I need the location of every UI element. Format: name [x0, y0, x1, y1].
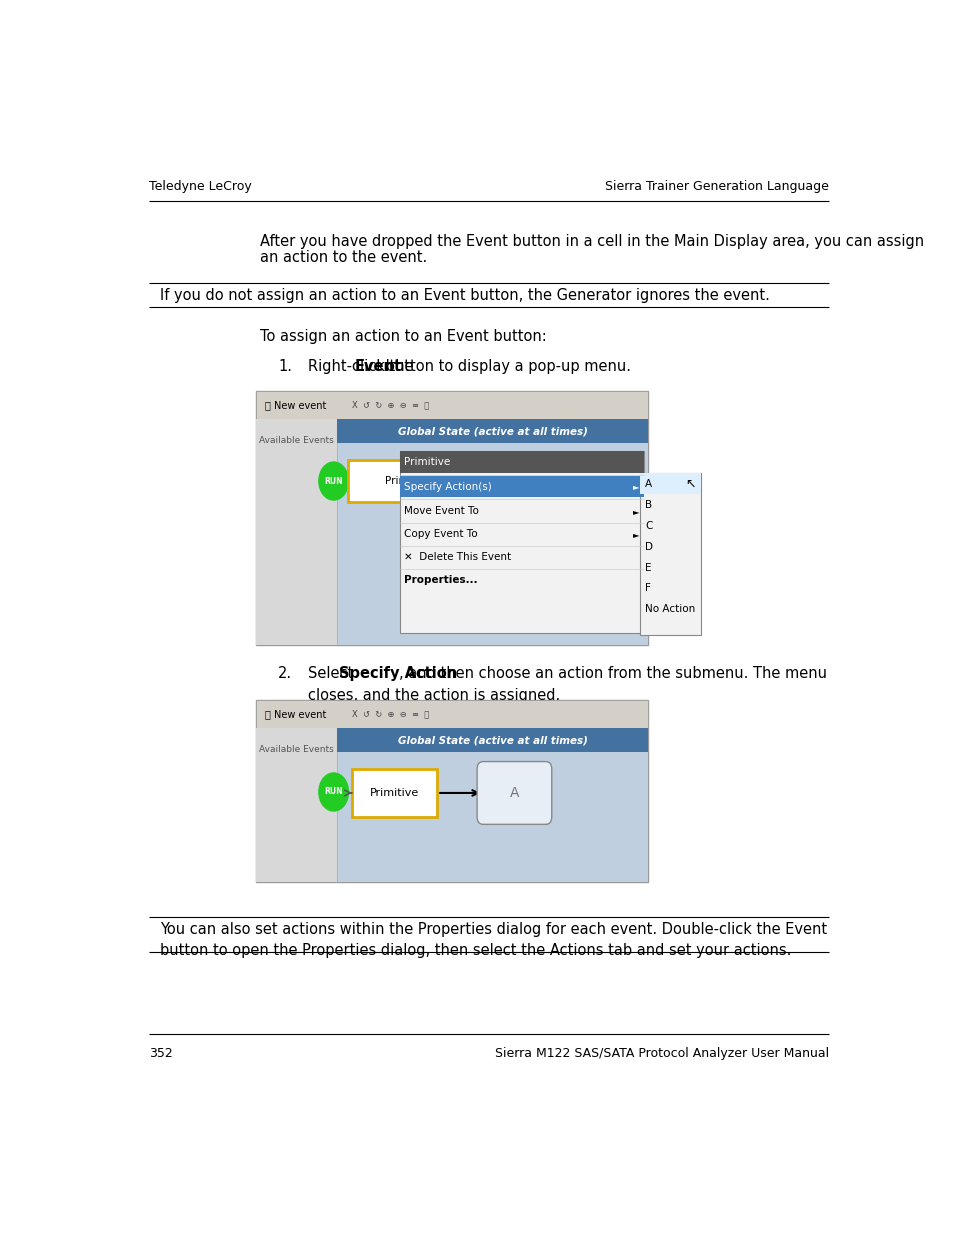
- Text: You can also set actions within the Properties dialog for each event. Double-cli: You can also set actions within the Prop…: [160, 923, 826, 937]
- Text: ►: ►: [633, 482, 639, 492]
- Text: Primitive: Primitive: [370, 788, 418, 798]
- Text: X  ↺  ↻  ⊕  ⊖  ≡  ⧉: X ↺ ↻ ⊕ ⊖ ≡ ⧉: [352, 400, 429, 410]
- Text: Prim...: Prim...: [385, 475, 418, 487]
- Text: Event: Event: [354, 359, 401, 374]
- Text: , and then choose an action from the submenu. The menu: , and then choose an action from the sub…: [399, 667, 826, 682]
- Text: button to open the Properties dialog, then select the Actions tab and set your a: button to open the Properties dialog, th…: [160, 944, 790, 958]
- Text: X  ↺  ↻  ⊕  ⊖  ≡  ⧉: X ↺ ↻ ⊕ ⊖ ≡ ⧉: [352, 710, 429, 719]
- Text: 🌲 New event: 🌲 New event: [265, 400, 326, 410]
- FancyBboxPatch shape: [352, 769, 436, 816]
- Text: If you do not assign an action to an Event button, the Generator ignores the eve: If you do not assign an action to an Eve…: [160, 288, 769, 303]
- FancyBboxPatch shape: [255, 390, 647, 645]
- Text: Sierra Trainer Generation Language: Sierra Trainer Generation Language: [604, 180, 828, 193]
- Text: Properties...: Properties...: [403, 576, 477, 585]
- Text: Available Events: Available Events: [259, 436, 334, 446]
- FancyBboxPatch shape: [337, 729, 647, 752]
- Text: B: B: [644, 500, 651, 510]
- FancyBboxPatch shape: [476, 762, 551, 824]
- Circle shape: [318, 462, 348, 500]
- Text: C: C: [644, 521, 652, 531]
- Text: Select: Select: [308, 667, 357, 682]
- Circle shape: [318, 773, 348, 811]
- Text: an action to the event.: an action to the event.: [259, 249, 427, 266]
- Text: F: F: [644, 583, 650, 594]
- FancyBboxPatch shape: [337, 419, 647, 443]
- Text: 352: 352: [149, 1047, 172, 1060]
- Text: E: E: [644, 563, 651, 573]
- Text: 2.: 2.: [278, 667, 292, 682]
- Text: ►: ►: [633, 530, 639, 538]
- Text: ↖: ↖: [684, 478, 695, 490]
- Text: ✕  Delete This Event: ✕ Delete This Event: [403, 552, 511, 562]
- FancyBboxPatch shape: [348, 461, 422, 501]
- Text: Global State (active at all times): Global State (active at all times): [397, 426, 587, 436]
- Text: Sierra M122 SAS/SATA Protocol Analyzer User Manual: Sierra M122 SAS/SATA Protocol Analyzer U…: [495, 1047, 828, 1060]
- FancyBboxPatch shape: [255, 700, 647, 882]
- Text: Global State (active at all times): Global State (active at all times): [397, 735, 587, 745]
- FancyBboxPatch shape: [639, 473, 700, 494]
- FancyBboxPatch shape: [255, 419, 337, 645]
- FancyBboxPatch shape: [255, 390, 647, 419]
- Text: No Action: No Action: [644, 604, 695, 614]
- Text: Teledyne LeCroy: Teledyne LeCroy: [149, 180, 252, 193]
- Text: RUN: RUN: [324, 477, 343, 485]
- FancyBboxPatch shape: [255, 700, 647, 729]
- Text: Copy Event To: Copy Event To: [403, 530, 477, 540]
- Text: closes, and the action is assigned.: closes, and the action is assigned.: [308, 688, 559, 704]
- Text: Specify Action: Specify Action: [338, 667, 456, 682]
- Text: 1.: 1.: [278, 359, 292, 374]
- Text: Move Event To: Move Event To: [403, 506, 478, 516]
- Text: To assign an action to an Event button:: To assign an action to an Event button:: [259, 329, 546, 343]
- FancyBboxPatch shape: [400, 477, 643, 498]
- Text: Right-click the: Right-click the: [308, 359, 417, 374]
- Text: 🌲 New event: 🌲 New event: [265, 709, 326, 719]
- Text: button to display a pop-up menu.: button to display a pop-up menu.: [380, 359, 630, 374]
- Text: D: D: [644, 542, 652, 552]
- FancyBboxPatch shape: [400, 451, 643, 634]
- FancyBboxPatch shape: [639, 473, 700, 635]
- Text: RUN: RUN: [324, 788, 343, 797]
- Text: After you have dropped the Event button in a cell in the Main Display area, you : After you have dropped the Event button …: [259, 233, 923, 248]
- Text: A: A: [644, 479, 651, 489]
- FancyBboxPatch shape: [337, 729, 647, 882]
- FancyBboxPatch shape: [255, 729, 337, 882]
- FancyBboxPatch shape: [400, 451, 643, 473]
- Text: ►: ►: [633, 506, 639, 516]
- FancyBboxPatch shape: [337, 419, 647, 645]
- Text: Primitive: Primitive: [403, 457, 450, 467]
- Text: Specify Action(s): Specify Action(s): [403, 482, 491, 492]
- Text: ...ACTION: ...ACTION: [426, 477, 465, 485]
- Text: Available Events: Available Events: [259, 746, 334, 755]
- Text: A: A: [509, 785, 518, 800]
